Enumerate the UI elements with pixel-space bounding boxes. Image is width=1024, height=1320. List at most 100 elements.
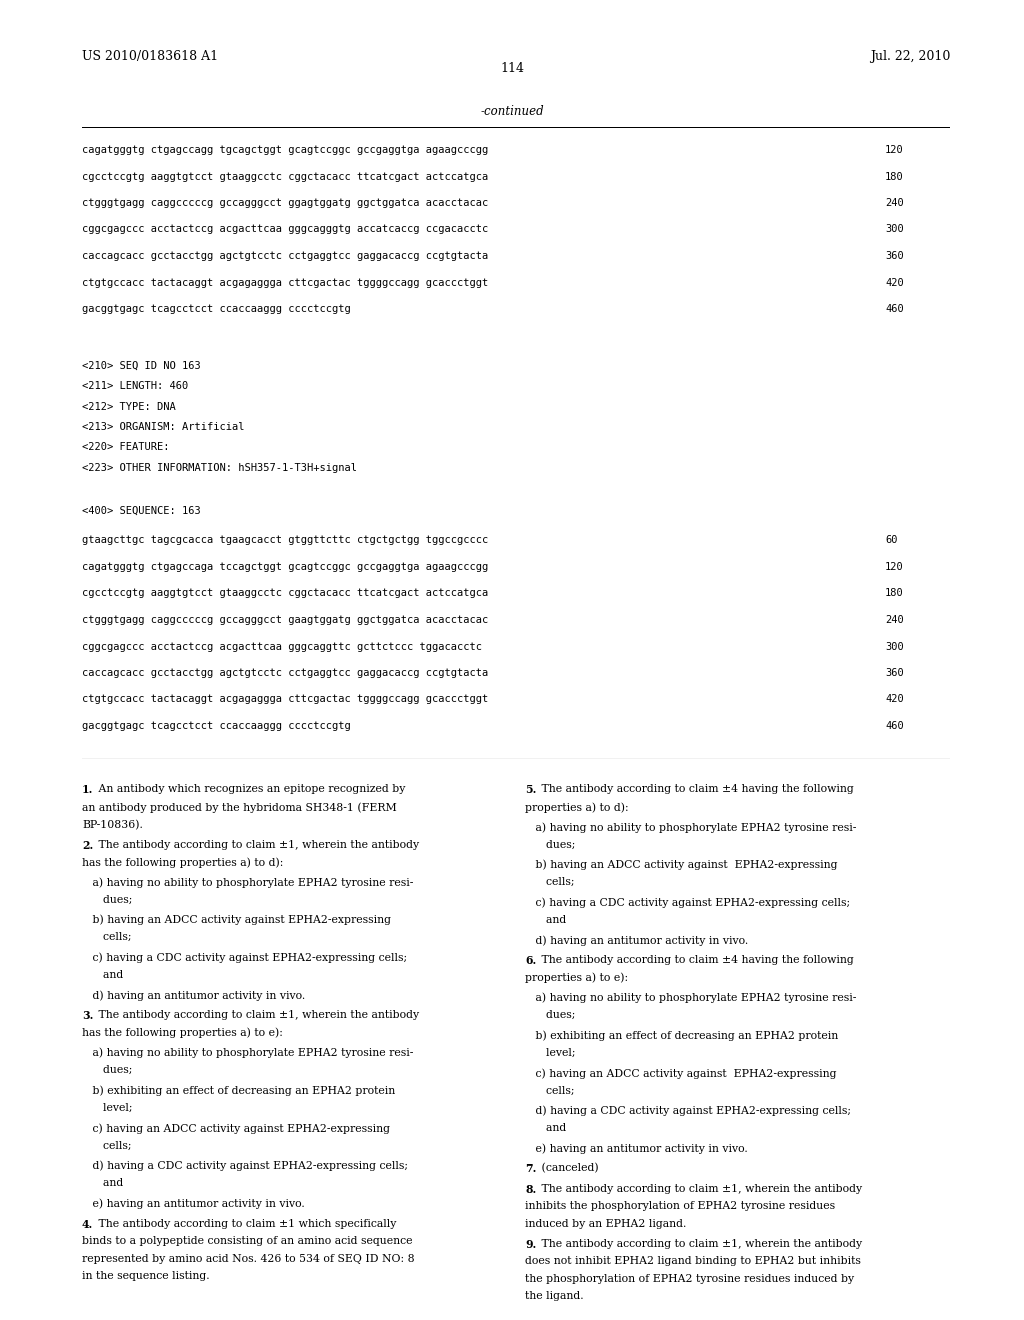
Text: gacggtgagc tcagcctcct ccaccaaggg cccctccgtg: gacggtgagc tcagcctcct ccaccaaggg cccctcc… bbox=[82, 304, 351, 314]
Text: dues;: dues; bbox=[525, 1010, 575, 1020]
Text: caccagcacc gcctacctgg agctgtcctc cctgaggtcc gaggacaccg ccgtgtacta: caccagcacc gcctacctgg agctgtcctc cctgagg… bbox=[82, 668, 488, 678]
Text: c) having an ADCC activity against EPHA2-expressing: c) having an ADCC activity against EPHA2… bbox=[82, 1123, 390, 1134]
Text: in the sequence listing.: in the sequence listing. bbox=[82, 1271, 210, 1280]
Text: 7.: 7. bbox=[525, 1163, 537, 1175]
Text: c) having a CDC activity against EPHA2-expressing cells;: c) having a CDC activity against EPHA2-e… bbox=[525, 898, 850, 908]
Text: An antibody which recognizes an epitope recognized by: An antibody which recognizes an epitope … bbox=[94, 784, 404, 795]
Text: and: and bbox=[82, 970, 123, 979]
Text: 60: 60 bbox=[885, 536, 897, 545]
Text: 2.: 2. bbox=[82, 840, 93, 850]
Text: b) exhibiting an effect of decreasing an EPHA2 protein: b) exhibiting an effect of decreasing an… bbox=[82, 1085, 395, 1096]
Text: has the following properties a) to d):: has the following properties a) to d): bbox=[82, 857, 284, 867]
Text: c) having a CDC activity against EPHA2-expressing cells;: c) having a CDC activity against EPHA2-e… bbox=[82, 953, 408, 964]
Text: The antibody according to claim ±1, wherein the antibody: The antibody according to claim ±1, wher… bbox=[538, 1184, 862, 1193]
Text: 4.: 4. bbox=[82, 1218, 93, 1229]
Text: c) having an ADCC activity against  EPHA2-expressing: c) having an ADCC activity against EPHA2… bbox=[525, 1068, 837, 1078]
Text: level;: level; bbox=[82, 1104, 132, 1113]
Text: gacggtgagc tcagcctcct ccaccaaggg cccctccgtg: gacggtgagc tcagcctcct ccaccaaggg cccctcc… bbox=[82, 721, 351, 731]
Text: b) exhibiting an effect of decreasing an EPHA2 protein: b) exhibiting an effect of decreasing an… bbox=[525, 1031, 839, 1041]
Text: cells;: cells; bbox=[525, 878, 574, 887]
Text: does not inhibit EPHA2 ligand binding to EPHA2 but inhibits: does not inhibit EPHA2 ligand binding to… bbox=[525, 1257, 861, 1266]
Text: cagatgggtg ctgagccagg tgcagctggt gcagtccggc gccgaggtga agaagcccgg: cagatgggtg ctgagccagg tgcagctggt gcagtcc… bbox=[82, 145, 488, 154]
Text: 8.: 8. bbox=[525, 1184, 537, 1195]
Text: <210> SEQ ID NO 163: <210> SEQ ID NO 163 bbox=[82, 360, 201, 371]
Text: binds to a polypeptide consisting of an amino acid sequence: binds to a polypeptide consisting of an … bbox=[82, 1236, 413, 1246]
Text: d) having a CDC activity against EPHA2-expressing cells;: d) having a CDC activity against EPHA2-e… bbox=[82, 1160, 408, 1171]
Text: represented by amino acid Nos. 426 to 534 of SEQ ID NO: 8: represented by amino acid Nos. 426 to 53… bbox=[82, 1254, 415, 1263]
Text: The antibody according to claim ±4 having the following: The antibody according to claim ±4 havin… bbox=[538, 784, 853, 795]
Text: has the following properties a) to e):: has the following properties a) to e): bbox=[82, 1028, 283, 1039]
Text: 360: 360 bbox=[885, 251, 904, 261]
Text: inhibits the phosphorylation of EPHA2 tyrosine residues: inhibits the phosphorylation of EPHA2 ty… bbox=[525, 1201, 836, 1210]
Text: b) having an ADCC activity against  EPHA2-expressing: b) having an ADCC activity against EPHA2… bbox=[525, 859, 838, 870]
Text: 240: 240 bbox=[885, 615, 904, 624]
Text: -continued: -continued bbox=[480, 106, 544, 117]
Text: a) having no ability to phosphorylate EPHA2 tyrosine resi-: a) having no ability to phosphorylate EP… bbox=[82, 878, 414, 888]
Text: cggcgagccc acctactccg acgacttcaa gggcaggttc gcttctccc tggacacctc: cggcgagccc acctactccg acgacttcaa gggcagg… bbox=[82, 642, 482, 652]
Text: cagatgggtg ctgagccaga tccagctggt gcagtccggc gccgaggtga agaagcccgg: cagatgggtg ctgagccaga tccagctggt gcagtcc… bbox=[82, 562, 488, 572]
Text: 114: 114 bbox=[500, 62, 524, 75]
Text: and: and bbox=[525, 915, 566, 925]
Text: The antibody according to claim ±4 having the following: The antibody according to claim ±4 havin… bbox=[538, 956, 853, 965]
Text: ctgggtgagg caggcccccg gccagggcct gaagtggatg ggctggatca acacctacac: ctgggtgagg caggcccccg gccagggcct gaagtgg… bbox=[82, 615, 488, 624]
Text: 300: 300 bbox=[885, 642, 904, 652]
Text: 3.: 3. bbox=[82, 1010, 93, 1022]
Text: a) having no ability to phosphorylate EPHA2 tyrosine resi-: a) having no ability to phosphorylate EP… bbox=[525, 993, 856, 1003]
Text: a) having no ability to phosphorylate EPHA2 tyrosine resi-: a) having no ability to phosphorylate EP… bbox=[82, 1048, 414, 1059]
Text: and: and bbox=[525, 1123, 566, 1133]
Text: cgcctccgtg aaggtgtcct gtaaggcctc cggctacacc ttcatcgact actccatgca: cgcctccgtg aaggtgtcct gtaaggcctc cggctac… bbox=[82, 172, 488, 181]
Text: 120: 120 bbox=[885, 145, 904, 154]
Text: <212> TYPE: DNA: <212> TYPE: DNA bbox=[82, 401, 176, 412]
Text: The antibody according to claim ±1, wherein the antibody: The antibody according to claim ±1, wher… bbox=[538, 1238, 862, 1249]
Text: <220> FEATURE:: <220> FEATURE: bbox=[82, 442, 170, 453]
Text: d) having a CDC activity against EPHA2-expressing cells;: d) having a CDC activity against EPHA2-e… bbox=[525, 1106, 851, 1117]
Text: properties a) to e):: properties a) to e): bbox=[525, 973, 628, 983]
Text: dues;: dues; bbox=[82, 895, 132, 904]
Text: cgcctccgtg aaggtgtcct gtaaggcctc cggctacacc ttcatcgact actccatgca: cgcctccgtg aaggtgtcct gtaaggcctc cggctac… bbox=[82, 589, 488, 598]
Text: (canceled): (canceled) bbox=[538, 1163, 598, 1173]
Text: 180: 180 bbox=[885, 589, 904, 598]
Text: a) having no ability to phosphorylate EPHA2 tyrosine resi-: a) having no ability to phosphorylate EP… bbox=[525, 822, 856, 833]
Text: <400> SEQUENCE: 163: <400> SEQUENCE: 163 bbox=[82, 506, 201, 516]
Text: The antibody according to claim ±1 which specifically: The antibody according to claim ±1 which… bbox=[94, 1218, 396, 1229]
Text: 420: 420 bbox=[885, 694, 904, 705]
Text: 300: 300 bbox=[885, 224, 904, 235]
Text: e) having an antitumor activity in vivo.: e) having an antitumor activity in vivo. bbox=[525, 1143, 748, 1154]
Text: dues;: dues; bbox=[525, 840, 575, 850]
Text: Jul. 22, 2010: Jul. 22, 2010 bbox=[869, 50, 950, 63]
Text: an antibody produced by the hybridoma SH348-1 (FERM: an antibody produced by the hybridoma SH… bbox=[82, 803, 396, 813]
Text: cggcgagccc acctactccg acgacttcaa gggcagggtg accatcaccg ccgacacctc: cggcgagccc acctactccg acgacttcaa gggcagg… bbox=[82, 224, 488, 235]
Text: ctgtgccacc tactacaggt acgagaggga cttcgactac tggggccagg gcaccctggt: ctgtgccacc tactacaggt acgagaggga cttcgac… bbox=[82, 694, 488, 705]
Text: 460: 460 bbox=[885, 721, 904, 731]
Text: induced by an EPHA2 ligand.: induced by an EPHA2 ligand. bbox=[525, 1218, 686, 1229]
Text: d) having an antitumor activity in vivo.: d) having an antitumor activity in vivo. bbox=[525, 935, 749, 945]
Text: 420: 420 bbox=[885, 277, 904, 288]
Text: the phosphorylation of EPHA2 tyrosine residues induced by: the phosphorylation of EPHA2 tyrosine re… bbox=[525, 1274, 854, 1283]
Text: e) having an antitumor activity in vivo.: e) having an antitumor activity in vivo. bbox=[82, 1199, 305, 1209]
Text: ctgggtgagg caggcccccg gccagggcct ggagtggatg ggctggatca acacctacac: ctgggtgagg caggcccccg gccagggcct ggagtgg… bbox=[82, 198, 488, 209]
Text: and: and bbox=[82, 1179, 123, 1188]
Text: 6.: 6. bbox=[525, 956, 537, 966]
Text: cells;: cells; bbox=[82, 1140, 131, 1151]
Text: <223> OTHER INFORMATION: hSH357-1-T3H+signal: <223> OTHER INFORMATION: hSH357-1-T3H+si… bbox=[82, 463, 357, 473]
Text: caccagcacc gcctacctgg agctgtcctc cctgaggtcc gaggacaccg ccgtgtacta: caccagcacc gcctacctgg agctgtcctc cctgagg… bbox=[82, 251, 488, 261]
Text: 180: 180 bbox=[885, 172, 904, 181]
Text: <213> ORGANISM: Artificial: <213> ORGANISM: Artificial bbox=[82, 422, 245, 432]
Text: 460: 460 bbox=[885, 304, 904, 314]
Text: 1.: 1. bbox=[82, 784, 93, 796]
Text: <211> LENGTH: 460: <211> LENGTH: 460 bbox=[82, 381, 188, 391]
Text: ctgtgccacc tactacaggt acgagaggga cttcgactac tggggccagg gcaccctggt: ctgtgccacc tactacaggt acgagaggga cttcgac… bbox=[82, 277, 488, 288]
Text: The antibody according to claim ±1, wherein the antibody: The antibody according to claim ±1, wher… bbox=[94, 1010, 419, 1020]
Text: 5.: 5. bbox=[525, 784, 537, 796]
Text: 120: 120 bbox=[885, 562, 904, 572]
Text: properties a) to d):: properties a) to d): bbox=[525, 803, 629, 813]
Text: US 2010/0183618 A1: US 2010/0183618 A1 bbox=[82, 50, 218, 63]
Text: the ligand.: the ligand. bbox=[525, 1291, 584, 1302]
Text: The antibody according to claim ±1, wherein the antibody: The antibody according to claim ±1, wher… bbox=[94, 840, 419, 850]
Text: cells;: cells; bbox=[82, 932, 131, 942]
Text: 360: 360 bbox=[885, 668, 904, 678]
Text: 9.: 9. bbox=[525, 1238, 537, 1250]
Text: level;: level; bbox=[525, 1048, 575, 1057]
Text: 240: 240 bbox=[885, 198, 904, 209]
Text: BP-10836).: BP-10836). bbox=[82, 820, 143, 830]
